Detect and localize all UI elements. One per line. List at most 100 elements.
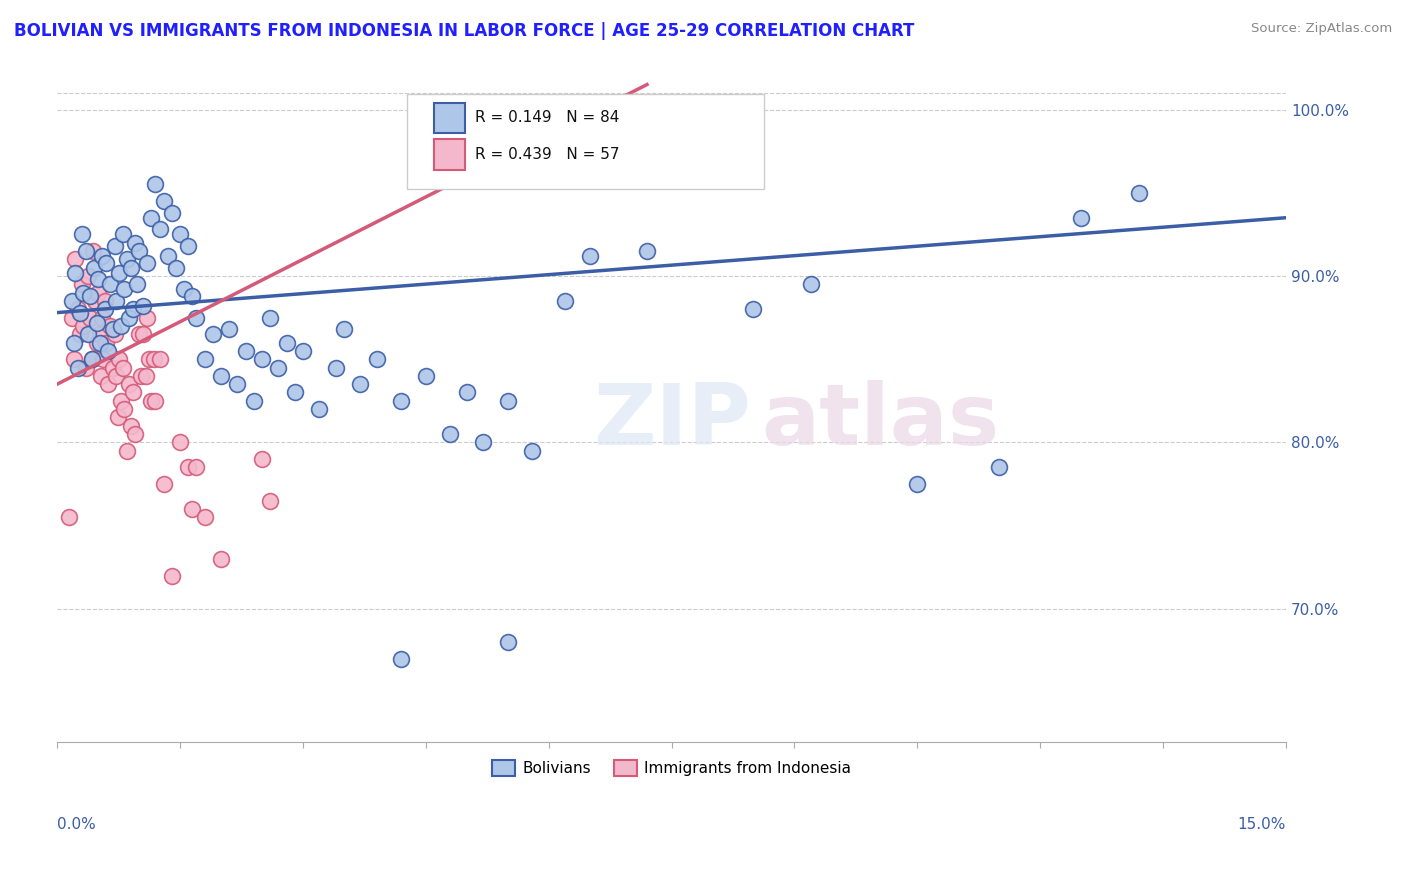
Point: [66, 302, 89, 317]
Point: [389, 393, 412, 408]
Point: [333, 322, 356, 336]
Point: [194, 352, 217, 367]
Point: [120, 260, 142, 275]
Point: [80, 352, 103, 367]
Point: [112, 402, 135, 417]
Point: [136, 255, 159, 269]
Point: [101, 360, 124, 375]
Point: [800, 277, 823, 292]
Point: [103, 327, 125, 342]
Point: [96, 335, 118, 350]
Point: [156, 249, 179, 263]
FancyBboxPatch shape: [434, 103, 465, 133]
Point: [83, 260, 105, 275]
Point: [82, 244, 104, 258]
Point: [988, 460, 1011, 475]
Point: [169, 435, 191, 450]
Point: [70, 277, 93, 292]
Point: [138, 352, 160, 367]
Point: [77, 327, 100, 342]
Point: [75, 244, 97, 258]
Point: [141, 393, 163, 408]
Point: [132, 327, 155, 342]
Point: [87, 285, 110, 300]
Point: [124, 235, 146, 250]
Point: [118, 377, 141, 392]
Point: [60, 293, 83, 308]
Text: R = 0.439   N = 57: R = 0.439 N = 57: [475, 147, 620, 162]
Point: [115, 252, 138, 267]
Point: [96, 255, 118, 269]
Point: [148, 352, 170, 367]
Point: [110, 393, 132, 408]
Point: [100, 318, 122, 333]
Point: [308, 402, 330, 417]
FancyBboxPatch shape: [434, 139, 465, 170]
Point: [62, 335, 84, 350]
Point: [89, 335, 111, 350]
Point: [522, 443, 544, 458]
Legend: Bolivians, Immigrants from Indonesia: Bolivians, Immigrants from Indonesia: [485, 754, 858, 782]
Point: [110, 318, 132, 333]
Point: [60, 310, 83, 325]
Point: [127, 277, 149, 292]
Point: [107, 266, 129, 280]
Point: [105, 368, 128, 383]
Text: BOLIVIAN VS IMMIGRANTS FROM INDONESIA IN LABOR FORCE | AGE 25-29 CORRELATION CHA: BOLIVIAN VS IMMIGRANTS FROM INDONESIA IN…: [14, 22, 914, 40]
Point: [72, 285, 94, 300]
Point: [148, 222, 170, 236]
Point: [79, 310, 101, 325]
Point: [742, 302, 765, 317]
Point: [181, 502, 204, 516]
Point: [905, 477, 928, 491]
Point: [121, 385, 143, 400]
Point: [63, 252, 86, 267]
Point: [75, 360, 97, 375]
Text: R = 0.149   N = 84: R = 0.149 N = 84: [475, 111, 619, 126]
Point: [128, 327, 150, 342]
Text: ZIP: ZIP: [593, 380, 751, 463]
Point: [259, 493, 281, 508]
FancyBboxPatch shape: [408, 94, 763, 189]
Point: [267, 360, 290, 375]
Point: [578, 249, 600, 263]
Point: [209, 368, 232, 383]
Point: [97, 343, 120, 358]
Point: [77, 268, 100, 283]
Point: [112, 282, 135, 296]
Point: [226, 377, 249, 392]
Point: [186, 310, 208, 325]
Point: [101, 322, 124, 336]
Point: [145, 178, 167, 192]
Point: [115, 443, 138, 458]
Point: [250, 352, 273, 367]
Point: [276, 335, 298, 350]
Point: [121, 302, 143, 317]
Point: [86, 316, 108, 330]
Point: [87, 272, 110, 286]
Point: [152, 194, 174, 208]
Point: [118, 310, 141, 325]
Point: [496, 393, 519, 408]
Point: [389, 652, 412, 666]
Point: [218, 322, 240, 336]
Point: [93, 302, 115, 317]
Point: [472, 435, 495, 450]
Point: [141, 211, 163, 225]
Point: [439, 427, 461, 442]
Point: [107, 352, 129, 367]
Point: [177, 460, 200, 475]
Point: [72, 318, 94, 333]
Point: [415, 368, 437, 383]
Text: atlas: atlas: [761, 380, 1000, 463]
Point: [259, 310, 281, 325]
Point: [142, 352, 165, 367]
Point: [103, 239, 125, 253]
Text: Source: ZipAtlas.com: Source: ZipAtlas.com: [1251, 22, 1392, 36]
Point: [554, 293, 576, 308]
Text: 15.0%: 15.0%: [1237, 817, 1286, 832]
Point: [97, 377, 120, 392]
Point: [349, 377, 371, 392]
Point: [135, 368, 157, 383]
Point: [152, 477, 174, 491]
